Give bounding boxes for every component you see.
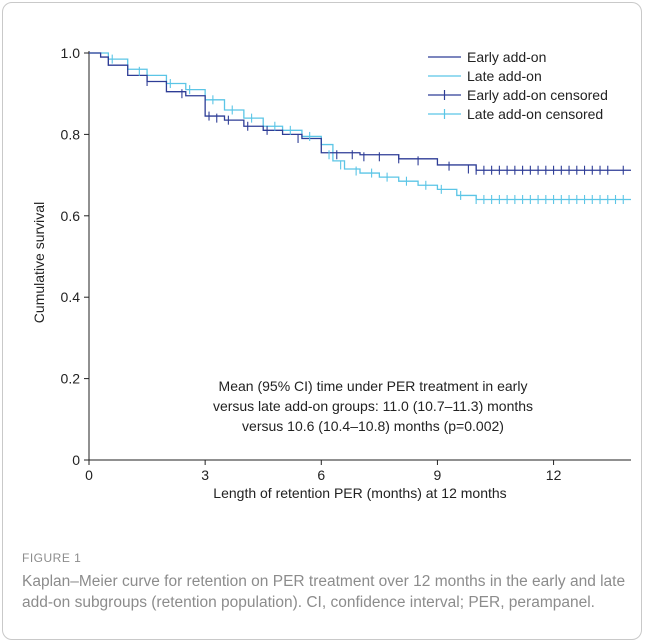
legend-label: Late add-on	[467, 68, 542, 84]
km-chart: 0 3 6 9 12 0 0.2 0.4 0.6 0.8 1.0 Length of retent…	[3, 3, 643, 548]
y-tick-label: 0.4	[61, 289, 81, 305]
x-tick-label: 6	[317, 467, 325, 483]
x-tick-label: 12	[546, 467, 562, 483]
y-tick-label: 1.0	[61, 45, 81, 61]
legend-label: Early add-on censored	[467, 87, 608, 103]
annotation-line-1: Mean (95% CI) time under PER treatment i…	[219, 378, 528, 394]
legend-label: Early add-on	[467, 49, 546, 65]
legend-label: Late add-on censored	[467, 106, 603, 122]
x-tick-label: 3	[201, 467, 209, 483]
figure-caption-text: Kaplan–Meier curve for retention on PER …	[22, 571, 632, 613]
legend-early-censored: Early add-on censored	[428, 87, 608, 103]
y-tick-label: 0	[72, 452, 80, 468]
legend-late-add-on: Late add-on	[428, 68, 542, 84]
y-tick-label: 0.8	[61, 126, 81, 142]
y-tick-label: 0.2	[61, 371, 81, 387]
annotation-line-2: versus late add-on groups: 11.0 (10.7–11…	[213, 398, 533, 414]
y-tick-label: 0.6	[61, 208, 81, 224]
annotation: Mean (95% CI) time under PER treatment i…	[213, 378, 533, 434]
legend-early-add-on: Early add-on	[428, 49, 546, 65]
censor-marks	[108, 55, 623, 204]
y-axis-label: Cumulative survival	[31, 202, 47, 323]
late-add-on-curve	[89, 53, 631, 200]
y-ticks: 0 0.2 0.4 0.6 0.8 1.0	[61, 45, 89, 468]
annotation-line-3: versus 10.6 (10.4–10.8) months (p=0.002)	[242, 418, 504, 434]
figure-caption: FIGURE 1 Kaplan–Meier curve for retentio…	[22, 551, 632, 613]
legend: Early add-on Late add-on Early add-on cens…	[428, 49, 608, 122]
x-tick-label: 0	[85, 467, 93, 483]
legend-late-censored: Late add-on censored	[428, 106, 603, 122]
curves	[89, 53, 631, 200]
x-axis-label: Length of retention PER (months) at 12 m…	[213, 485, 506, 501]
x-tick-label: 9	[434, 467, 442, 483]
figure-label: FIGURE 1	[22, 551, 632, 565]
x-ticks: 0 3 6 9 12	[85, 460, 561, 483]
